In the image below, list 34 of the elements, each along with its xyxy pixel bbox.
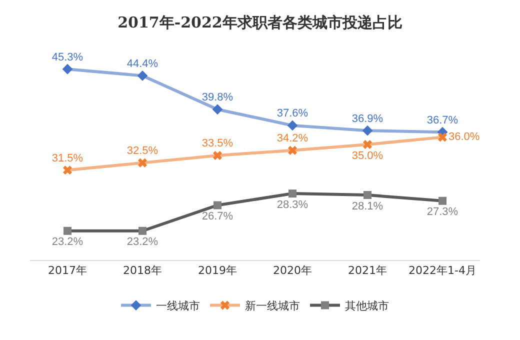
data-label: 36.9% bbox=[352, 112, 384, 125]
legend-label: 新一线城市 bbox=[245, 300, 300, 313]
point bbox=[288, 190, 296, 198]
data-label: 31.5% bbox=[52, 152, 84, 164]
data-label: 37.6% bbox=[276, 108, 308, 120]
data-label: 23.2% bbox=[52, 236, 84, 248]
x-tick-label: 2017年 bbox=[48, 264, 87, 278]
data-label: 23.2% bbox=[126, 236, 158, 248]
data-label: 35.0% bbox=[352, 150, 384, 162]
data-label: 44.4% bbox=[126, 58, 158, 70]
point bbox=[364, 191, 372, 200]
legend-label: 一线城市 bbox=[156, 300, 200, 313]
data-label: 45.3% bbox=[52, 51, 84, 64]
data-label: 28.1% bbox=[352, 200, 384, 212]
point bbox=[64, 226, 72, 235]
chart-title: 2017年-2022年求职者各类城市投递占比 bbox=[118, 14, 402, 32]
data-label: 39.8% bbox=[202, 92, 234, 104]
data-label: 26.7% bbox=[202, 210, 234, 223]
point bbox=[214, 201, 222, 210]
x-tick-label: 2021年 bbox=[348, 264, 387, 278]
data-label: 34.2% bbox=[276, 132, 308, 145]
x-tick-label: 2019年 bbox=[198, 264, 237, 278]
data-label: 36.0% bbox=[448, 130, 480, 143]
data-label: 33.5% bbox=[202, 138, 234, 150]
point bbox=[138, 226, 146, 235]
x-tick-label: 2020年 bbox=[273, 264, 312, 278]
point bbox=[438, 196, 446, 205]
data-label: 32.5% bbox=[126, 145, 158, 158]
legend-label: 其他城市 bbox=[345, 300, 389, 313]
x-tick-label: 2022年1-4月 bbox=[408, 264, 476, 278]
data-label: 36.7% bbox=[426, 114, 458, 126]
data-label: 28.3% bbox=[276, 198, 308, 211]
data-label: 27.3% bbox=[426, 206, 458, 218]
x-tick-label: 2018年 bbox=[123, 264, 162, 278]
